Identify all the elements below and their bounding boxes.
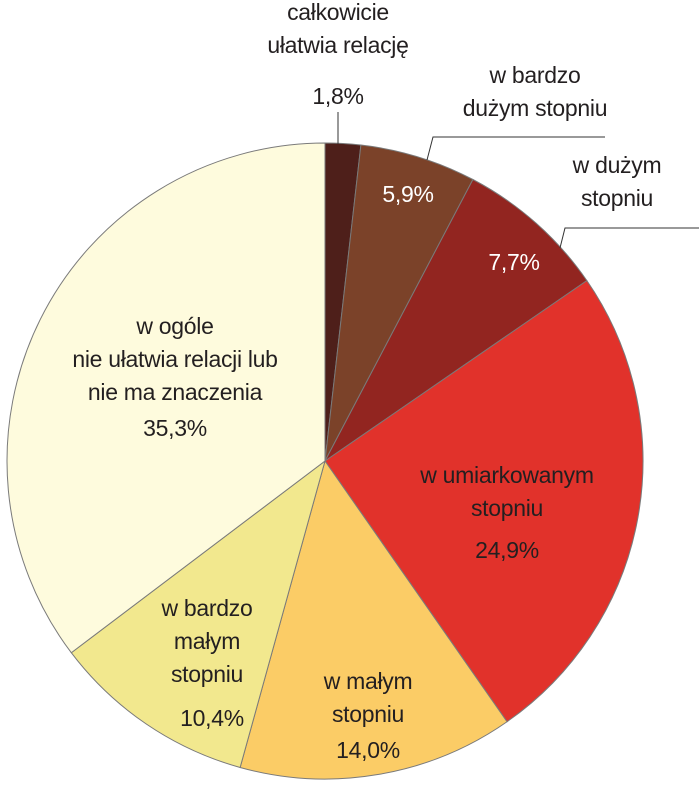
slice-labels: całkowicie ułatwia relację 1,8% w bardzo duż… (72, 0, 661, 763)
pie-slice-w-ogole (6, 142, 326, 654)
leader-lines (337, 112, 699, 249)
slice-label-calkowicie: całkowicie ułatwia relację (267, 0, 408, 58)
slice-value-bardzo-malym: 10,4% (180, 705, 244, 731)
leader-line-bardzo-duzym (426, 136, 605, 161)
slice-label-bardzo-duzym: w bardzo dużym stopniu (463, 62, 607, 121)
slice-value-w-ogole: 35,3% (143, 415, 207, 441)
leader-line-duzym (559, 227, 699, 249)
pie-slice-duzym (324, 178, 588, 462)
slice-label-w-ogole: w ogóle nie ułatwia relacji lub nie ma zna… (72, 313, 277, 405)
slice-label-bardzo-malym: w bardzo małym stopniu (161, 595, 253, 687)
slice-value-duzym: 7,7% (488, 249, 539, 275)
slice-label-malym: w małym stopniu (323, 668, 413, 727)
pie-slice-umiarkowanym (324, 279, 644, 723)
pie-slices (6, 142, 644, 780)
slice-value-umiarkowanym: 24,9% (475, 537, 539, 563)
slice-value-calkowicie: 1,8% (312, 83, 363, 109)
slice-label-umiarkowanym: w umiarkowanym stopniu (419, 462, 593, 521)
slice-value-bardzo-duzym: 5,9% (382, 181, 433, 207)
slice-label-duzym: w dużym stopniu (572, 152, 662, 211)
pie-slice-bardzo-malym (70, 459, 326, 769)
pie-slice-malym (239, 459, 508, 780)
slice-value-malym: 14,0% (336, 737, 400, 763)
